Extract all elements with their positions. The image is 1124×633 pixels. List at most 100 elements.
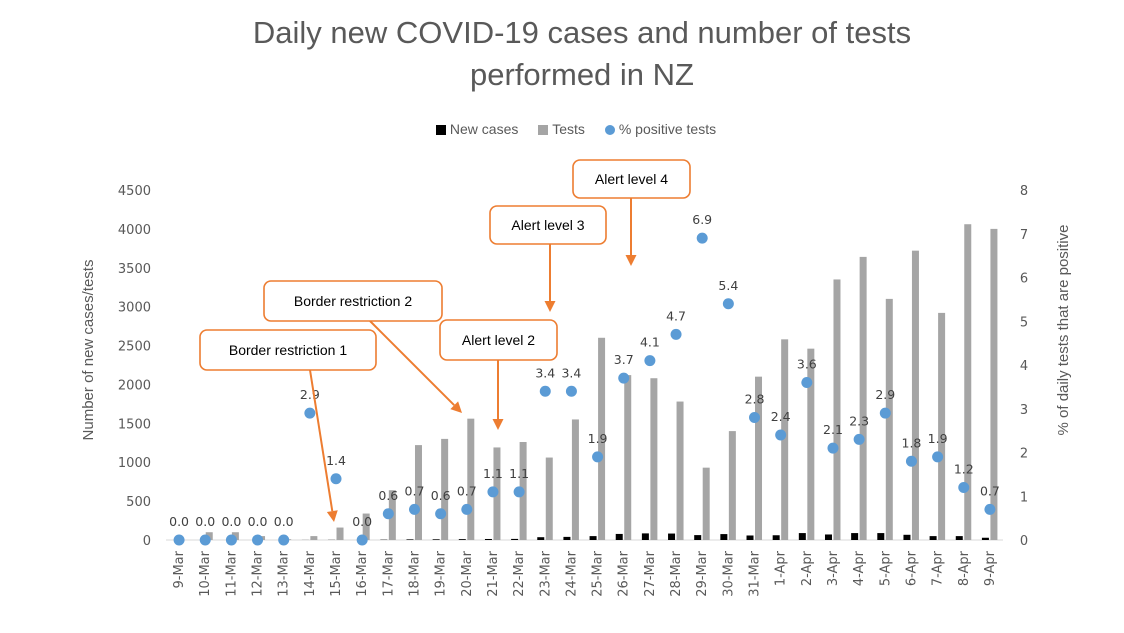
bar-tests: [938, 312, 946, 540]
bar-new-cases: [563, 536, 571, 540]
x-tick-label: 31-Mar: [748, 550, 763, 596]
x-tick-label: 22-Mar: [512, 550, 527, 596]
y-axis-label: Number of new cases/tests: [80, 260, 97, 441]
bar-tests: [650, 378, 658, 540]
x-tick-label: 1-Apr: [774, 550, 789, 586]
legend-swatch-percent-positive: [604, 125, 615, 135]
bar-tests: [598, 337, 606, 540]
bar-new-cases: [772, 535, 780, 540]
bar-new-cases: [929, 536, 937, 540]
point-percent-positive: [984, 503, 996, 515]
x-tick-label: 9-Apr: [983, 550, 998, 586]
point-percent-positive: [644, 355, 656, 367]
point-percent-positive: [879, 407, 891, 419]
y-tick-label: 3000: [118, 301, 151, 316]
bar-tests: [467, 418, 475, 540]
data-label-percent-positive: 0.0: [195, 514, 215, 529]
x-tick-label: 17-Mar: [381, 550, 396, 596]
point-percent-positive: [461, 503, 473, 515]
bar-tests: [807, 348, 815, 540]
y2-tick-label: 5: [1020, 315, 1028, 330]
chart-title: Daily new COVID-19 cases and number of t…: [0, 12, 1124, 96]
bar-new-cases: [981, 537, 989, 540]
x-tick-label: 15-Mar: [329, 550, 344, 596]
bar-new-cases: [720, 534, 728, 540]
point-percent-positive: [408, 503, 420, 515]
point-percent-positive: [932, 451, 944, 463]
point-percent-positive: [958, 482, 970, 493]
point-percent-positive: [539, 385, 551, 397]
point-percent-positive: [670, 328, 682, 340]
point-percent-positive: [173, 534, 185, 546]
bar-tests: [231, 532, 239, 540]
data-label-percent-positive: 6.9: [692, 212, 712, 227]
x-tick-label: 12-Mar: [251, 550, 266, 596]
y-tick-label: 2000: [118, 378, 151, 393]
x-tick-label: 14-Mar: [303, 550, 318, 596]
x-tick-label: 2-Apr: [800, 550, 815, 586]
bar-new-cases: [432, 539, 440, 540]
x-tick-label: 24-Mar: [564, 550, 579, 596]
bar-new-cases: [746, 535, 754, 540]
x-tick-label: 25-Mar: [591, 550, 606, 596]
point-percent-positive: [749, 412, 761, 423]
bar-new-cases: [903, 534, 911, 540]
x-tick-label: 19-Mar: [434, 550, 449, 596]
y-tick-label: 4000: [118, 223, 151, 238]
data-label-percent-positive: 2.8: [745, 392, 765, 407]
bar-tests: [702, 467, 710, 540]
point-percent-positive: [592, 451, 604, 463]
legend-label-tests: Tests: [552, 121, 585, 137]
data-label-percent-positive: 4.1: [640, 335, 660, 350]
x-tick-label: 16-Mar: [355, 550, 370, 596]
y2-tick-label: 8: [1020, 184, 1028, 199]
point-percent-positive: [304, 407, 316, 419]
point-percent-positive: [696, 232, 708, 244]
data-label-percent-positive: 0.0: [352, 514, 372, 529]
x-tick-label: 11-Mar: [224, 550, 239, 596]
bar-tests: [833, 279, 841, 540]
bar-new-cases: [615, 533, 623, 540]
bar-new-cases: [406, 539, 414, 540]
bar-tests: [310, 536, 318, 540]
x-tick-label: 23-Mar: [538, 550, 553, 596]
x-tick-label: 6-Apr: [904, 550, 919, 586]
data-label-percent-positive: 1.4: [326, 453, 346, 468]
bar-tests: [781, 339, 789, 540]
bar-tests: [362, 513, 370, 540]
y-tick-label: 1500: [118, 417, 151, 432]
data-label-percent-positive: 0.0: [169, 514, 189, 529]
bar-new-cases: [589, 536, 597, 540]
point-percent-positive: [199, 534, 211, 546]
x-tick-label: 30-Mar: [721, 550, 736, 596]
data-label-percent-positive: 1.9: [588, 431, 608, 446]
data-label-percent-positive: 0.0: [248, 514, 268, 529]
data-label-percent-positive: 0.7: [457, 483, 477, 498]
bar-tests: [885, 298, 893, 540]
bar-tests: [755, 376, 763, 540]
point-percent-positive: [905, 455, 917, 467]
point-percent-positive: [513, 486, 525, 498]
bar-tests: [545, 457, 553, 540]
callout-arrowhead-icon: [492, 419, 504, 430]
y2-tick-label: 2: [1020, 447, 1028, 462]
bar-new-cases: [641, 533, 649, 540]
callout-box: [489, 205, 607, 245]
data-label-percent-positive: 1.1: [483, 466, 503, 481]
x-tick-label: 27-Mar: [643, 550, 658, 596]
bar-new-cases: [877, 533, 885, 540]
bar-tests: [205, 532, 213, 540]
y-tick-label: 2500: [118, 340, 151, 355]
point-percent-positive: [278, 534, 290, 546]
y-tick-label: 3500: [118, 262, 151, 277]
bar-tests: [414, 445, 422, 540]
legend-swatch-tests: [538, 125, 549, 135]
y2-tick-label: 7: [1020, 228, 1028, 243]
y2-tick-label: 0: [1020, 534, 1028, 549]
callouts-group: Border restriction 1 Border restriction 2…: [199, 159, 691, 522]
axes-group: 0500100015002000250030003500400045000123…: [118, 184, 1028, 597]
callout-arrowhead-icon: [450, 401, 462, 413]
data-label-percent-positive: 0.0: [274, 514, 294, 529]
chart-legend: New cases Tests % positive tests: [0, 121, 1124, 137]
